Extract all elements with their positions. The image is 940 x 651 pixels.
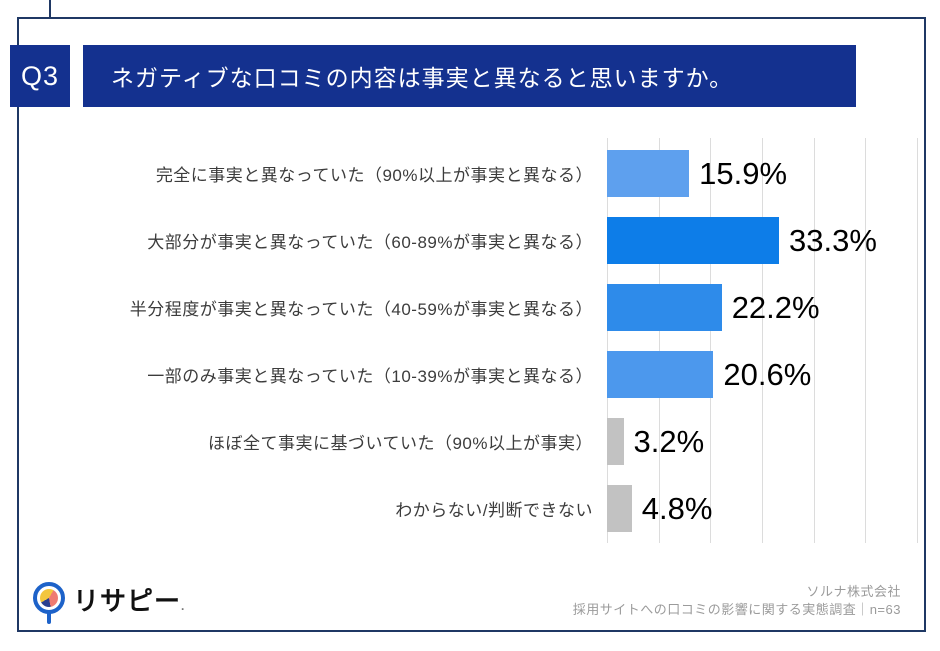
source-attribution: ソルナ株式会社 採用サイトへの口コミの影響に関する実態調査｜n=63: [573, 583, 901, 619]
chart-gridline: [865, 138, 867, 543]
row-label: 完全に事実と異なっていた（90%以上が事実と異なる）: [155, 166, 593, 185]
row-label: ほぼ全て事実に基づいていた（90%以上が事実）: [207, 434, 593, 453]
value-label: 4.8%: [641, 490, 713, 526]
bar: [607, 217, 780, 264]
chart-gridline: [813, 138, 815, 543]
value-label: 20.6%: [723, 356, 812, 392]
bar: [607, 150, 690, 197]
top-accent-line: [49, 0, 51, 18]
chart-gridline: [658, 138, 660, 543]
row-label: 大部分が事実と異なっていた（60-89%が事実と異なる）: [147, 233, 593, 252]
chart-gridline: [762, 138, 763, 543]
value-label: 22.2%: [731, 289, 820, 325]
value-label: 15.9%: [699, 155, 788, 191]
logo: リサピー.: [33, 582, 185, 626]
source-survey: 採用サイトへの口コミの影響に関する実態調査｜n=63: [572, 602, 901, 617]
value-label: 33.3%: [789, 222, 877, 258]
value-label: 3.2%: [633, 423, 705, 459]
chart-gridline: [607, 138, 608, 543]
chart-gridline: [710, 138, 712, 543]
pie-magnifier-icon: [33, 582, 65, 626]
row-label: 一部のみ事実と異なっていた（10-39%が事実と異なる）: [147, 367, 593, 386]
question-title: ネガティブな口コミの内容は事実と異なると思いますか。: [111, 65, 734, 91]
bar-chart: 完全に事実と異なっていた（90%以上が事実と異なる） 15.9% 大部分が事実と異な…: [0, 138, 940, 543]
source-company: ソルナ株式会社: [806, 584, 901, 599]
logo-mark: .: [181, 599, 186, 613]
page-frame: [17, 17, 926, 632]
chart-gridline: [917, 138, 918, 543]
bar: [607, 418, 624, 465]
row-label: 半分程度が事実と異なっていた（40-59%が事実と異なる）: [129, 300, 593, 319]
logo-text: リサピー.: [73, 586, 185, 621]
bar: [607, 284, 722, 331]
question-number-badge: Q3: [10, 45, 70, 107]
question-number: Q3: [20, 60, 60, 91]
row-label: わからない/判断できない: [395, 501, 593, 520]
bar: [607, 351, 714, 398]
question-title-bar: ネガティブな口コミの内容は事実と異なると思いますか。: [83, 45, 856, 107]
bar: [607, 485, 632, 532]
